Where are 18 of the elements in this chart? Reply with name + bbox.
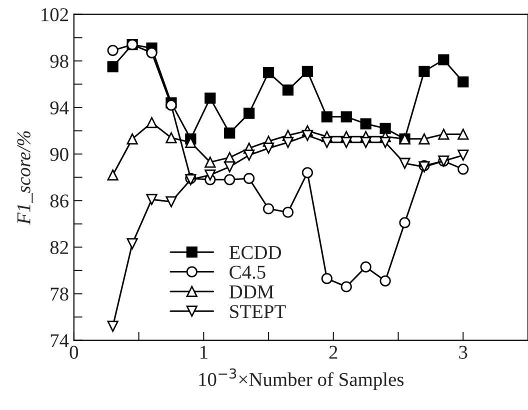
legend-label: ECDD — [229, 246, 281, 260]
x-tick-label: 0 — [70, 346, 78, 359]
legend-label: C4.5 — [230, 266, 266, 279]
y-tick-label: 102 — [42, 8, 68, 22]
legend-label: DDM — [229, 286, 274, 298]
y-tick-label: 86 — [50, 194, 68, 208]
y-tick-label: 90 — [50, 148, 68, 161]
y-tick-label: 74 — [50, 334, 69, 348]
x-tick-label: 1 — [200, 346, 208, 359]
legend-label: STEPT — [230, 305, 286, 318]
y-tick-label: 78 — [50, 288, 68, 301]
y-tick-label: 94 — [50, 101, 69, 114]
x-tick-label: 3 — [459, 346, 468, 359]
y-axis-title: F1_score/% — [17, 131, 33, 225]
x-axis-title: 10$^{−3}$×Number of Samples — [199, 368, 404, 390]
y-tick-label: 82 — [50, 240, 68, 254]
y-tick-label: 98 — [50, 54, 68, 68]
x-tick-label: 2 — [329, 346, 338, 359]
